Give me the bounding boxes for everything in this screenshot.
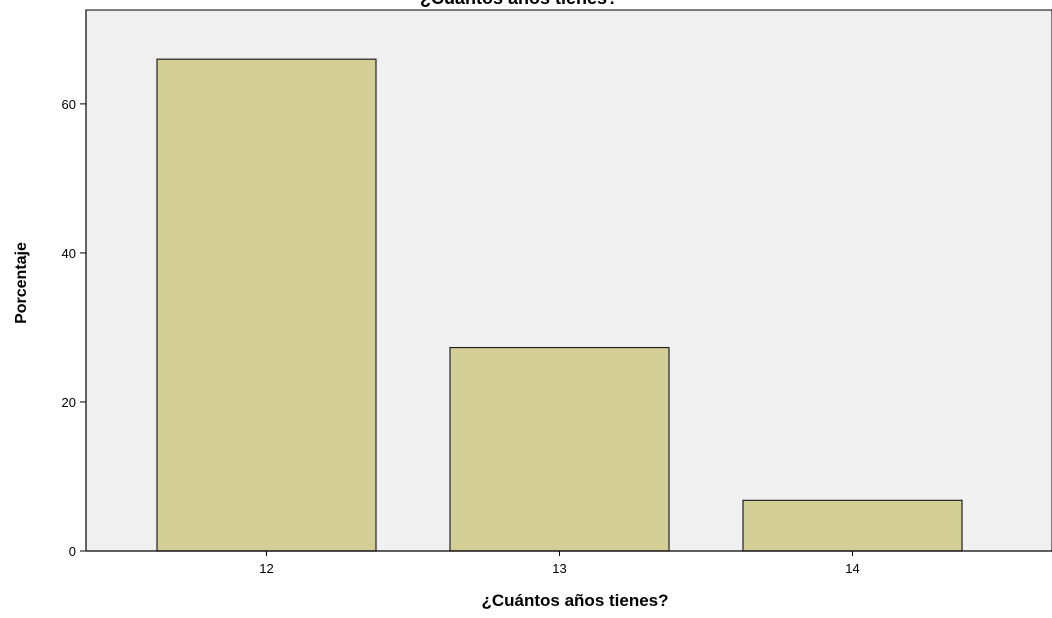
x-tick-label-12: 12 bbox=[259, 561, 273, 576]
x-axis-label: ¿Cuántos años tienes? bbox=[481, 591, 668, 610]
bar-12 bbox=[156, 58, 377, 552]
y-axis-label: Porcentaje bbox=[13, 242, 30, 324]
chart-title: ¿Cuántos años tienes? bbox=[420, 0, 618, 8]
y-axis-ticks: 0 20 40 60 bbox=[62, 97, 86, 559]
x-tick-label-14: 14 bbox=[845, 561, 859, 576]
y-tick-label-60: 60 bbox=[62, 97, 76, 112]
bar-14 bbox=[742, 499, 963, 552]
bars-group bbox=[156, 58, 963, 552]
y-tick-label-40: 40 bbox=[62, 246, 76, 261]
x-axis-ticks: 12 13 14 bbox=[259, 551, 860, 576]
x-tick-label-13: 13 bbox=[552, 561, 566, 576]
y-tick-label-20: 20 bbox=[62, 395, 76, 410]
y-tick-label-0: 0 bbox=[69, 544, 76, 559]
bar-13 bbox=[449, 346, 670, 552]
